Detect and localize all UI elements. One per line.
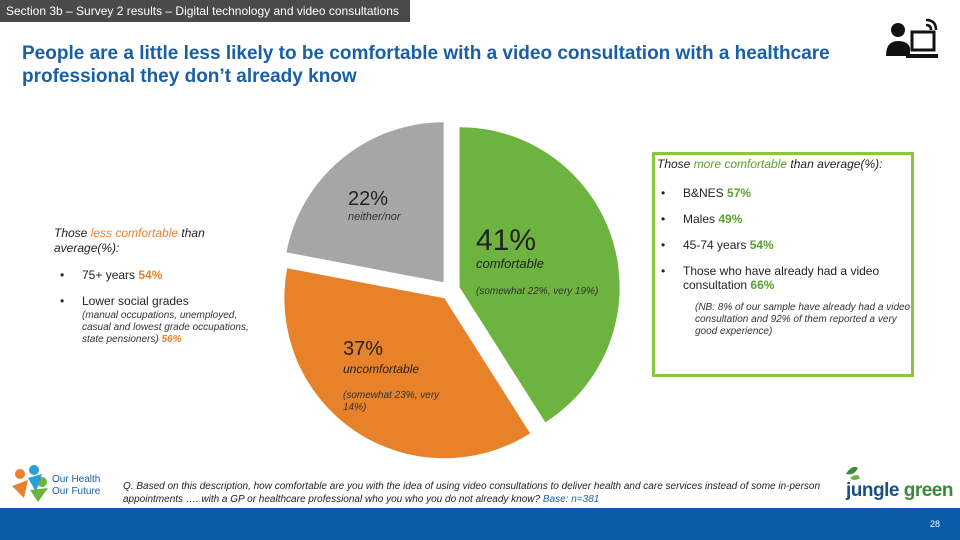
less-comfortable-box: Those less comfortable than average(%): … — [54, 226, 259, 376]
person-video-call-icon — [886, 18, 938, 58]
pie-slice-neither-nor — [286, 122, 444, 283]
list-item: • B&NES 57% — [661, 186, 752, 200]
list-item: • 45-74 years 54% — [661, 238, 774, 252]
more-comfortable-box: Those more comfortable than average(%): … — [652, 152, 914, 377]
page-title: People are a little less likely to be co… — [22, 43, 830, 87]
people-group-icon — [12, 465, 48, 502]
page-number: 28 — [929, 519, 940, 529]
neither-label: neither/nor — [348, 211, 401, 223]
list-item: • 75+ years 54% — [60, 268, 163, 282]
right-logo-text: jungle green — [846, 480, 953, 501]
question-text: Q. Based on this description, how comfor… — [123, 481, 821, 505]
section-tag: Section 3b – Survey 2 results – Digital … — [0, 0, 410, 22]
more-box-footnote: (NB: 8% of our sample have already had a… — [695, 302, 911, 337]
comfortable-label: comfortable — [476, 256, 544, 271]
pie-slice-comfortable — [459, 127, 620, 423]
uncomfortable-breakdown: (somewhat 23%, very 14%) — [343, 390, 440, 413]
neither-percent: 22% — [348, 188, 389, 210]
list-item: • Lower social grades (manual occupations,… — [60, 294, 249, 345]
comfortable-percent: 41% — [476, 224, 537, 257]
pie-slice-uncomfortable — [284, 268, 531, 459]
less-box-heading: Those less comfortable than average(%): — [54, 226, 205, 255]
uncomfortable-percent: 37% — [343, 338, 384, 360]
comfortable-breakdown: (somewhat 22%, very 19%) — [476, 286, 599, 297]
more-box-heading: Those more comfortable than average(%): — [657, 157, 883, 171]
list-item: • Males 49% — [661, 212, 743, 226]
uncomfortable-label: uncomfortable — [343, 362, 420, 376]
footer-bar — [0, 508, 960, 540]
left-logo-text: Our Health Our Future — [52, 474, 101, 497]
leaf-icon — [846, 466, 860, 480]
list-item: • Those who have already had a video cons… — [661, 264, 880, 292]
